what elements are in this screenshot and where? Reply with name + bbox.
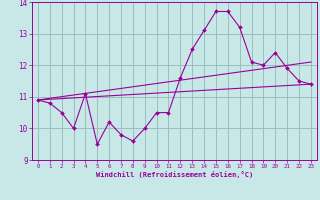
X-axis label: Windchill (Refroidissement éolien,°C): Windchill (Refroidissement éolien,°C) [96,171,253,178]
